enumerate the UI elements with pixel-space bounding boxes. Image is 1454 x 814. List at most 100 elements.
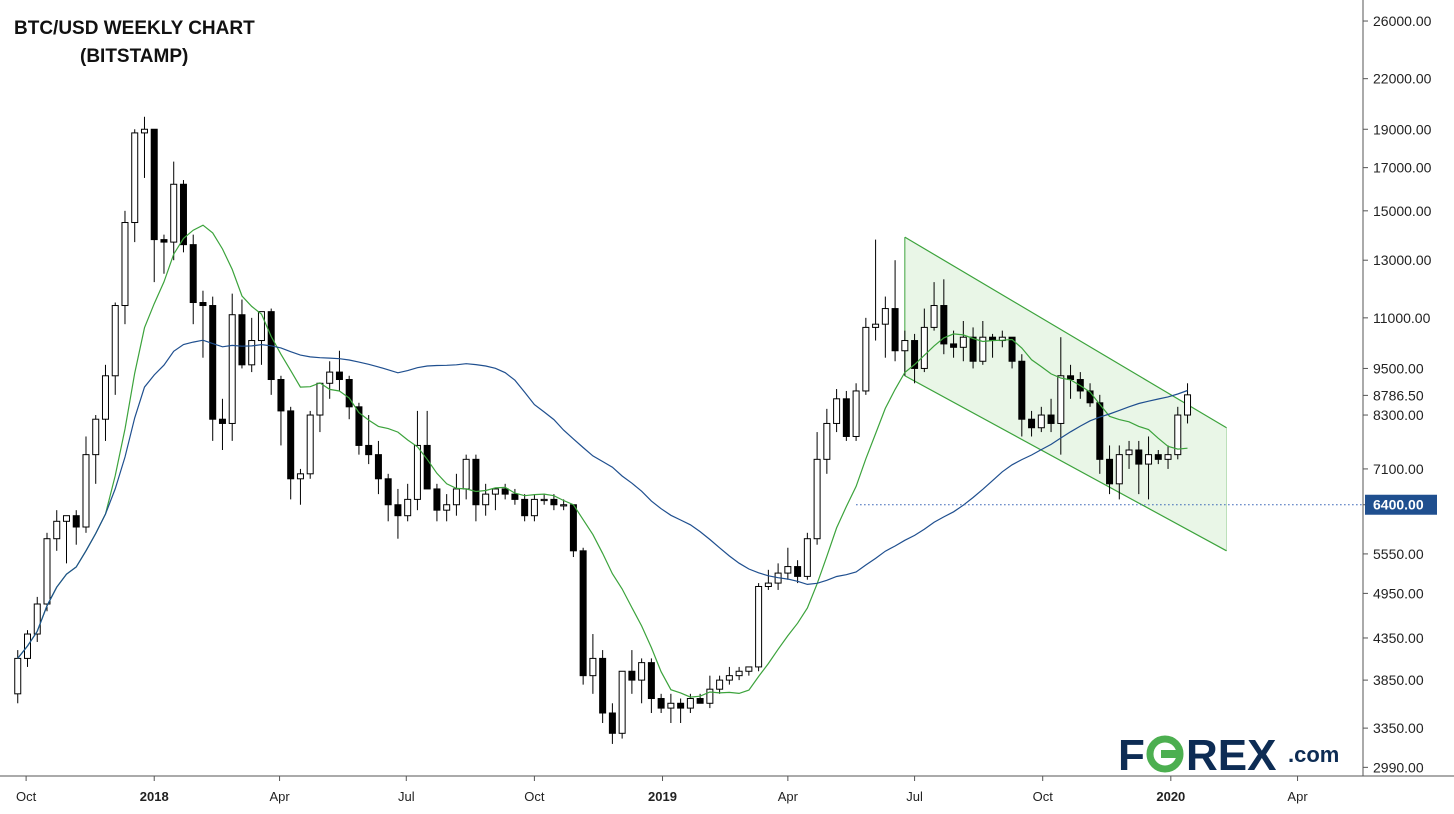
candle	[911, 333, 919, 384]
candle-body-up	[462, 458, 470, 490]
candle	[852, 383, 860, 441]
candle	[521, 494, 529, 522]
candle-body-up	[764, 582, 772, 587]
candle-body-up	[979, 336, 987, 362]
candle	[62, 515, 70, 564]
x-tick-label: Jul	[906, 789, 923, 804]
candle	[150, 128, 158, 283]
candle-body-up	[725, 675, 733, 681]
candle-body-up	[92, 418, 100, 456]
candle-body-up	[1125, 449, 1133, 456]
candle-body-up	[881, 308, 889, 325]
x-tick-label: Oct	[16, 789, 37, 804]
moving-average-layer	[17, 224, 1188, 698]
candle	[959, 321, 967, 362]
candle	[579, 547, 587, 685]
candle-body-down	[599, 657, 607, 714]
logo-letter-f: F	[1118, 731, 1145, 780]
candle	[189, 234, 197, 325]
candle	[277, 375, 285, 446]
chart-title-line2: (BITSTAMP)	[80, 46, 188, 67]
candle	[735, 666, 743, 681]
candle-body-up	[862, 326, 870, 392]
candle-body-down	[608, 712, 616, 734]
candle	[1125, 440, 1133, 469]
candle-body-down	[209, 305, 217, 420]
y-tick-label: 22000.00	[1373, 71, 1432, 87]
candle	[218, 398, 226, 451]
candle-body-up	[111, 305, 119, 377]
candle-body-up	[1174, 414, 1182, 456]
candle-body-up	[618, 670, 626, 734]
candle	[862, 317, 870, 395]
candle	[140, 116, 148, 178]
candle-body-up	[784, 566, 792, 574]
candle	[891, 260, 899, 362]
candle-body-up	[306, 414, 314, 475]
chart-title-line1: BTC/USD WEEKLY CHART	[14, 18, 255, 39]
candle	[1135, 440, 1143, 495]
candle-body-down	[472, 458, 480, 506]
candle	[550, 494, 558, 511]
candle-body-up	[121, 222, 129, 307]
candle	[794, 560, 802, 584]
x-tick-label: 2018	[140, 789, 169, 804]
candle	[326, 361, 334, 399]
candle-body-down	[911, 340, 919, 369]
candle	[228, 293, 236, 441]
candle	[1086, 383, 1094, 407]
candle-body-up	[745, 666, 753, 672]
candle-body-up	[43, 538, 51, 605]
candle-body-down	[569, 504, 577, 552]
candle	[1028, 410, 1036, 437]
candle-body-down	[628, 670, 636, 681]
candle	[979, 321, 987, 365]
candle-body-down	[1047, 414, 1055, 424]
candle-body-up	[101, 375, 109, 420]
price-label-box	[1365, 494, 1437, 515]
candle	[160, 234, 168, 274]
candle-body-up	[560, 504, 568, 507]
candle	[82, 436, 90, 533]
candle-body-up	[901, 340, 909, 352]
candle-body-up	[1184, 394, 1192, 416]
forex-logo: F REX .com	[1118, 731, 1339, 780]
candle-body-down	[345, 379, 353, 408]
candle-body-down	[277, 379, 285, 412]
candle	[53, 510, 61, 551]
candle-body-up	[413, 444, 421, 500]
candle-body-down	[1008, 336, 1016, 362]
ma-long-line	[17, 339, 1188, 659]
candle-body-down	[394, 504, 402, 517]
candle	[920, 308, 928, 373]
candle-body-down	[1135, 449, 1143, 465]
candle-body-down	[150, 128, 158, 241]
y-tick-label: 2990.00	[1373, 759, 1424, 775]
candle-body-up	[686, 698, 694, 709]
candle	[530, 494, 538, 522]
candle-body-down	[335, 371, 343, 381]
candle-body-up	[491, 488, 499, 495]
candle-body-up	[959, 336, 967, 348]
ma-short-line	[17, 224, 1188, 698]
candle-body-up	[1145, 454, 1153, 465]
x-tick-label: Apr	[778, 789, 799, 804]
candle	[745, 666, 753, 676]
y-tick-label: 3350.00	[1373, 720, 1424, 736]
candle-body-down	[677, 702, 685, 709]
candle-body-up	[589, 657, 597, 677]
candle	[1008, 336, 1016, 369]
candle-body-up	[833, 398, 841, 424]
candle	[881, 296, 889, 358]
candle	[599, 650, 607, 724]
candle	[950, 330, 958, 358]
candle-body-down	[969, 336, 977, 362]
candle	[1037, 406, 1045, 433]
candle	[92, 415, 100, 484]
candle-body-up	[316, 382, 324, 416]
logo-letters-rex: REX	[1186, 731, 1276, 780]
candle	[296, 468, 304, 505]
candle-body-up	[82, 454, 90, 528]
